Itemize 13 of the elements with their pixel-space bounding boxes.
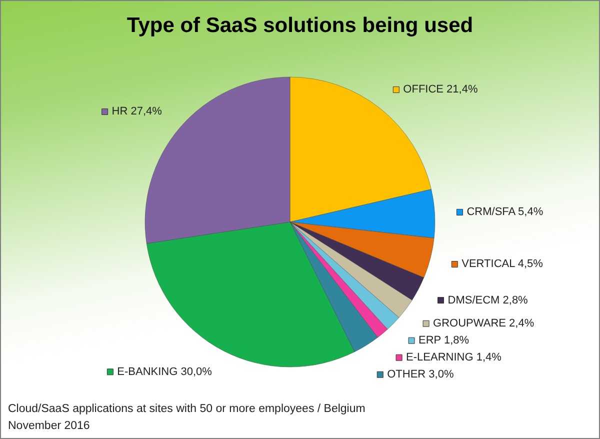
text: Cloud/SaaS applications at sites with 50 or more employees / Belgium <box>8 403 366 415</box>
legend-label: VERTICAL 4,5% <box>462 258 544 270</box>
legend-label: E-LEARNING 1,4% <box>406 352 502 364</box>
legend-label: CRM/SFA 5,4% <box>466 206 544 218</box>
legend-label: E-BANKING 30,0% <box>117 366 212 378</box>
text: November 2016 <box>8 420 90 432</box>
legend-label: ERP 1,8% <box>418 334 470 347</box>
legend-label: HR 27,4% <box>112 106 162 118</box>
legend-label: GROUPWARE 2,4% <box>433 318 534 330</box>
legend-label: OTHER 3,0% <box>387 368 454 381</box>
legend-label: DMS/ECM 2,8% <box>448 294 528 306</box>
legend-label: OFFICE 21,4% <box>403 84 478 96</box>
chart-title: Type of SaaS solutions being used <box>126 14 474 37</box>
